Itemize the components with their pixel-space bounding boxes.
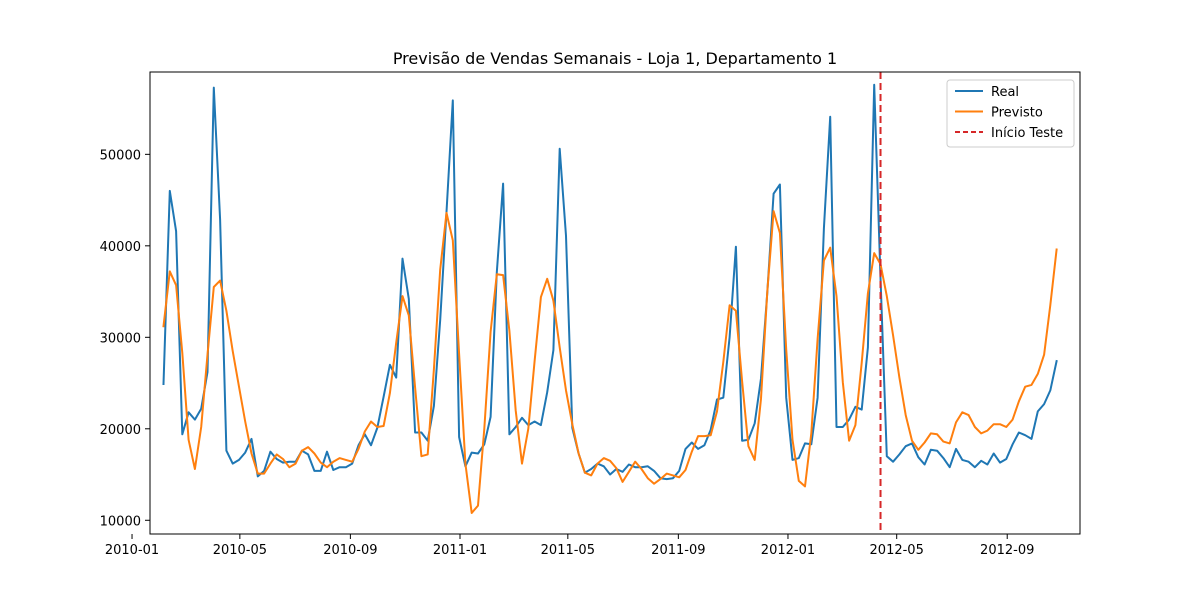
- plot-area: [162, 72, 1058, 534]
- legend: Real Previsto Início Teste: [946, 79, 1075, 148]
- legend-box: [946, 79, 1075, 148]
- legend-entry-inicio-teste: Início Teste: [955, 126, 1063, 141]
- y-tick-label: 20000: [100, 423, 141, 438]
- y-tick-label: 50000: [100, 148, 141, 163]
- y-tick-label: 40000: [100, 240, 141, 255]
- legend-label: Início Teste: [991, 126, 1063, 141]
- x-tick-label: 2011-05: [541, 543, 595, 558]
- legend-label: Previsto: [991, 106, 1043, 121]
- x-tick-label: 2012-05: [870, 543, 924, 558]
- x-tick-label: 2011-01: [433, 543, 487, 558]
- x-tick-label: 2010-09: [323, 543, 377, 558]
- legend-label: Real: [991, 85, 1019, 100]
- x-tick-label: 2010-05: [213, 543, 267, 558]
- x-tick-label: 2011-09: [651, 543, 705, 558]
- x-tick-label: 2010-01: [105, 543, 159, 558]
- y-tick-label: 30000: [100, 331, 141, 346]
- legend-entry-real: Real: [955, 85, 1019, 100]
- x-tick-label: 2012-01: [761, 543, 815, 558]
- y-tick-label: 10000: [100, 514, 141, 529]
- legend-entry-previsto: Previsto: [955, 106, 1043, 121]
- chart-title: Previsão de Vendas Semanais - Loja 1, De…: [393, 49, 837, 68]
- series-line-real: [162, 83, 1058, 481]
- axes-frame: [149, 71, 1081, 535]
- series-line-previsto: [162, 210, 1058, 514]
- axes: 2010-01 2010-05 2010-09 2011-01 2011-05 2011-…: [100, 71, 1081, 558]
- x-tick-label: 2012-09: [980, 543, 1034, 558]
